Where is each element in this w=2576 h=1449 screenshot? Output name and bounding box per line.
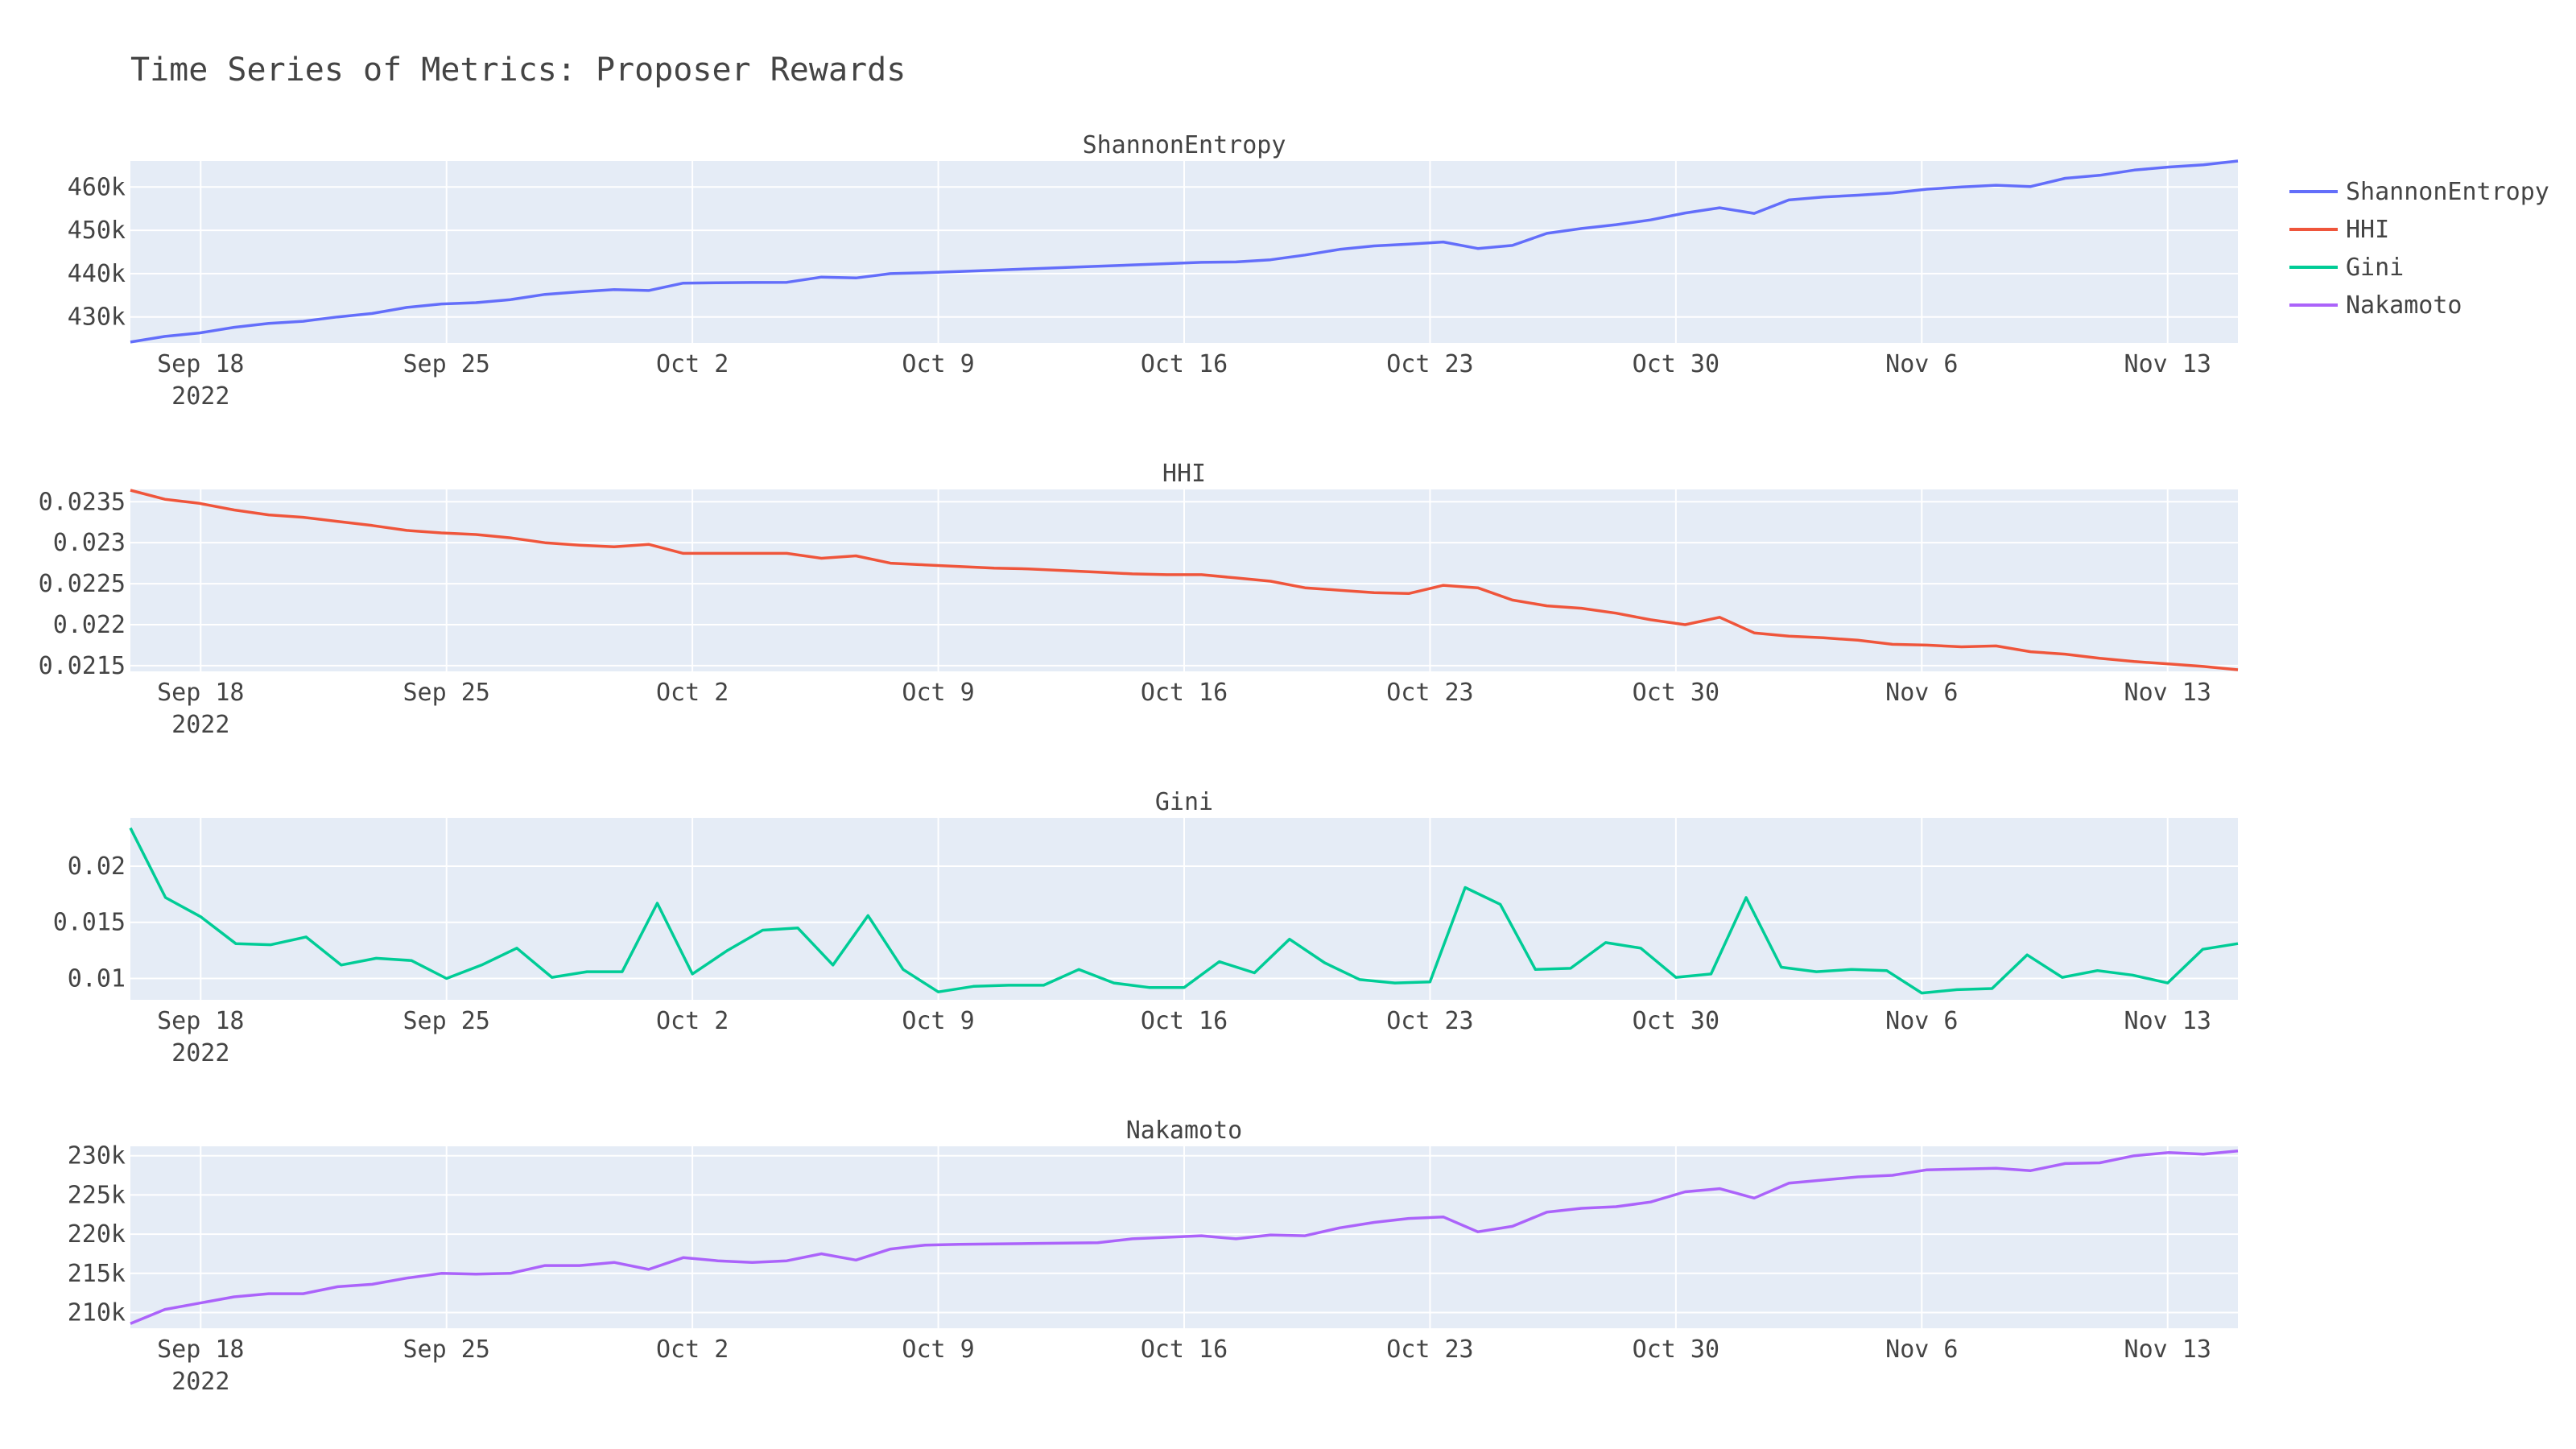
x-tick-label: Oct 9 (902, 1335, 974, 1364)
y-tick-label: 220k (68, 1220, 126, 1249)
x-tick-label: Oct 23 (1386, 350, 1473, 378)
x-tick-label: Nov 6 (1885, 350, 1958, 378)
x-tick-label: Sep 18 (157, 1007, 244, 1035)
y-tick-label: 230k (68, 1142, 126, 1170)
legend-label: Nakamoto (2346, 291, 2462, 320)
x-tick-label: Nov 6 (1885, 1007, 1958, 1035)
x-tick-year-label: 2022 (171, 382, 229, 411)
series-line-nakamoto (130, 1150, 2239, 1325)
x-tick-year-label: 2022 (171, 711, 229, 739)
x-tick-label: Nov 6 (1885, 1335, 1958, 1364)
x-tick-label: Oct 2 (656, 679, 729, 707)
x-tick-label: Nov 13 (2124, 679, 2211, 707)
x-tick-label: Sep 25 (403, 679, 490, 707)
x-tick-label: Oct 30 (1633, 350, 1719, 378)
x-tick-label: Oct 9 (902, 350, 974, 378)
y-tick-label: 0.023 (53, 529, 126, 557)
subplot-title: ShannonEntropy (1083, 131, 1286, 159)
panel-gini: Gini Sep 18 2022 Sep 25 Oct 2 Oct 9 Oct 16 Oct … (53, 788, 2239, 1067)
y-tick-label: 440k (68, 260, 126, 288)
legend: ShannonEntropy HHI Gini Nakamoto (2289, 178, 2549, 320)
y-tick-label: 0.0215 (39, 652, 126, 680)
legend-item-gini: Gini (2289, 254, 2404, 282)
x-tick-year-label: 2022 (171, 1039, 229, 1067)
y-tick-label: 0.015 (53, 909, 126, 937)
subplot-panels: ShannonEntropy Sep 18 2022 Sep 25 Oct 2 Oct 9… (39, 131, 2239, 1396)
series-line-gini (129, 827, 2239, 995)
x-tick-label: Nov 6 (1885, 679, 1958, 707)
x-tick-label: Sep 18 (157, 350, 244, 378)
x-tick-label: Oct 16 (1141, 1007, 1228, 1035)
legend-label: ShannonEntropy (2346, 178, 2549, 206)
legend-label: HHI (2346, 216, 2389, 244)
x-tick-label: Oct 9 (902, 679, 974, 707)
legend-item-shannonentropy: ShannonEntropy (2289, 178, 2549, 206)
x-tick-label: Oct 30 (1633, 1335, 1719, 1364)
x-tick-label: Sep 18 (157, 1335, 244, 1364)
y-tick-label: 0.022 (53, 611, 126, 639)
x-tick-label: Nov 13 (2124, 1007, 2211, 1035)
x-tick-label: Oct 23 (1386, 679, 1473, 707)
x-tick-label: Oct 30 (1633, 1007, 1719, 1035)
x-tick-label: Oct 23 (1386, 1007, 1473, 1035)
legend-item-hhi: HHI (2289, 216, 2389, 244)
x-tick-label: Sep 18 (157, 679, 244, 707)
y-tick-label: 460k (68, 173, 126, 201)
chart-title: Time Series of Metrics: Proposer Rewards (130, 52, 906, 89)
y-tick-label: 210k (68, 1299, 126, 1327)
panel-shannonentropy: ShannonEntropy Sep 18 2022 Sep 25 Oct 2 Oct 9… (68, 131, 2239, 411)
x-tick-label: Sep 25 (403, 1007, 490, 1035)
x-tick-year-label: 2022 (171, 1368, 229, 1396)
x-tick-label: Sep 25 (403, 1335, 490, 1364)
panel-nakamoto: Nakamoto Sep 18 2022 Sep 25 Oct 2 Oct 9 Oct 16… (68, 1117, 2239, 1396)
y-tick-label: 430k (68, 303, 126, 332)
series-line-shannonentropy (130, 159, 2239, 344)
legend-label: Gini (2346, 254, 2404, 282)
subplot-title: Gini (1155, 788, 1213, 816)
y-tick-label: 0.02 (68, 852, 126, 881)
y-tick-label: 0.01 (68, 964, 126, 993)
y-tick-label: 450k (68, 217, 126, 245)
x-tick-label: Oct 23 (1386, 1335, 1473, 1364)
x-tick-label: Nov 13 (2124, 1335, 2211, 1364)
panel-hhi: HHI Sep 18 2022 Sep 25 Oct 2 Oct 9 Oct 16 Oct 2… (39, 460, 2239, 739)
x-tick-label: Oct 2 (656, 350, 729, 378)
x-tick-label: Oct 16 (1141, 1335, 1228, 1364)
series-line-hhi (130, 489, 2239, 671)
x-tick-label: Oct 16 (1141, 350, 1228, 378)
subplot-title: Nakamoto (1126, 1117, 1243, 1145)
y-tick-label: 215k (68, 1260, 126, 1288)
subplot-title: HHI (1162, 460, 1206, 488)
x-tick-label: Sep 25 (403, 350, 490, 378)
x-tick-label: Oct 2 (656, 1335, 729, 1364)
legend-item-nakamoto: Nakamoto (2289, 291, 2462, 320)
x-tick-label: Oct 16 (1141, 679, 1228, 707)
y-tick-label: 0.0235 (39, 488, 126, 516)
x-tick-label: Oct 9 (902, 1007, 974, 1035)
y-tick-label: 225k (68, 1181, 126, 1209)
x-tick-label: Nov 13 (2124, 350, 2211, 378)
x-tick-label: Oct 30 (1633, 679, 1719, 707)
x-tick-label: Oct 2 (656, 1007, 729, 1035)
y-tick-label: 0.0225 (39, 570, 126, 598)
